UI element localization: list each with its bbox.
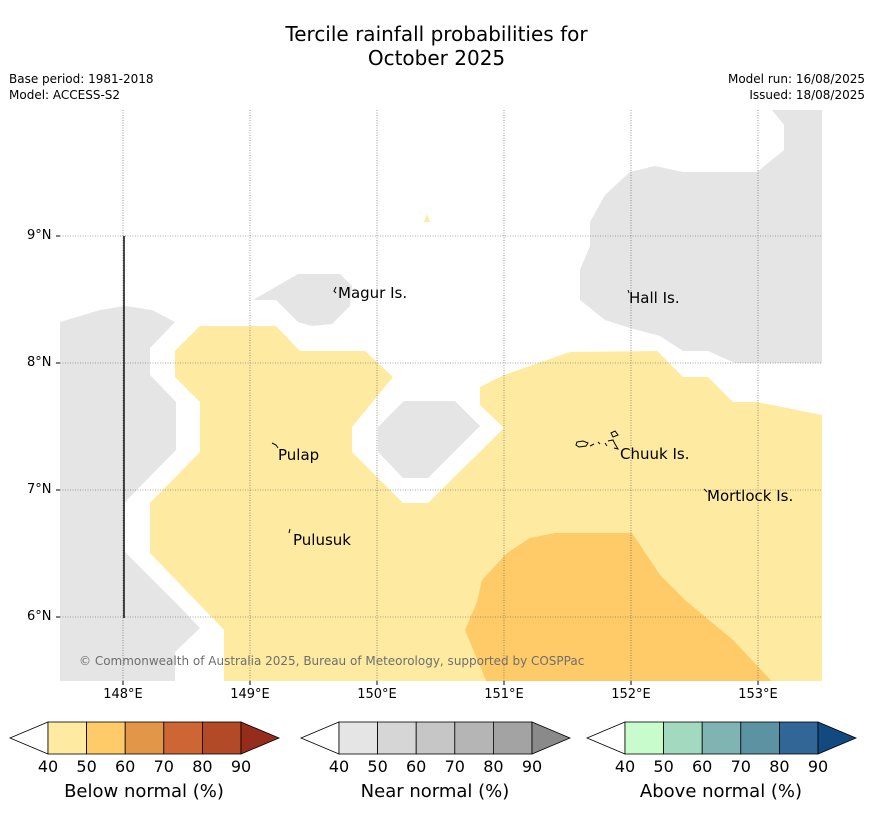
place-label-hall: Hall Is. [629, 289, 680, 307]
colorbar-near-min-arrow [299, 721, 340, 755]
probability-map [60, 110, 822, 681]
place-label-chuuk: Chuuk Is. [620, 445, 690, 463]
below-normal-small-patch [424, 214, 430, 222]
colorbar-below-segment-5 [201, 721, 242, 755]
model-run: Model run: 16/08/2025 [727, 72, 865, 86]
colorbar-above-tick-label: 80 [769, 757, 790, 776]
colorbar-above-tick-label: 90 [807, 757, 829, 776]
colorbar-above-segment-1 [624, 721, 664, 755]
model-name: Model: ACCESS-S2 [9, 88, 121, 102]
issued-date: Issued: 18/08/2025 [749, 88, 865, 102]
colorbar-above-max-arrow [817, 721, 858, 755]
near-normal-region-west [60, 306, 200, 681]
colorbar-title-below: Below normal (%) [64, 781, 224, 802]
colorbar-below-tick-label: 90 [230, 757, 252, 776]
colorbar-below-tick-label: 80 [192, 757, 213, 776]
island-pulusuk [288, 528, 291, 534]
colorbar-below-segment-1 [47, 721, 87, 755]
colorbar-near-segment-4 [454, 721, 494, 755]
colorbar-above-min-arrow [585, 721, 626, 755]
island-mortlock [703, 488, 708, 493]
colorbar-above-segment-3 [701, 721, 742, 755]
colorbar-near-segment-5 [492, 721, 533, 755]
lon-label-150e: 150°E [357, 687, 397, 702]
colorbar-near-tick-label: 50 [367, 757, 388, 776]
colorbar-above-tick-label: 50 [653, 757, 674, 776]
island-outlines [271, 286, 708, 534]
colorbar-above-tick-label: 60 [692, 757, 713, 776]
lon-label-149e: 149°E [230, 687, 270, 702]
meta-left: Base period: 1981-2018 Model: ACCESS-S2 [9, 71, 154, 103]
colorbar-above-segment-2 [663, 721, 703, 755]
colorbar-below-min-arrow [8, 721, 49, 755]
colorbar-above-tick-label: 40 [614, 757, 636, 776]
lat-label-6n: 6°N [27, 609, 52, 624]
place-label-pulusuk: Pulusuk [293, 531, 351, 549]
colorbar-near-tick-label: 40 [328, 757, 350, 776]
island-magur [333, 286, 337, 294]
colorbar-near-segment-2 [377, 721, 417, 755]
place-label-mortlock: Mortlock Is. [707, 487, 794, 505]
colorbar-below-max-arrow [240, 721, 281, 755]
colorbar-near-max-arrow [531, 721, 572, 755]
base-period: Base period: 1981-2018 [9, 72, 154, 86]
colorbar-below-segment-2 [86, 721, 126, 755]
below-normal-50-60-region [465, 533, 772, 681]
colorbar-near-tick-label: 60 [406, 757, 427, 776]
island-hall [627, 289, 630, 294]
colorbar-above-segment-4 [740, 721, 780, 755]
lon-label-153e: 153°E [738, 687, 778, 702]
title-line-2: October 2025 [367, 46, 506, 70]
colorbar-title-above: Above normal (%) [639, 781, 803, 802]
meta-right: Model run: 16/08/2025 Issued: 18/08/2025 [728, 71, 865, 103]
colorbar-below-tick-label: 50 [76, 757, 97, 776]
colorbar-above-segment-5 [779, 721, 819, 755]
colorbar-below-tick-label: 60 [115, 757, 136, 776]
gridlines [60, 110, 822, 681]
colorbar-below-segment-4 [163, 721, 203, 755]
place-label-magur: Magur Is. [338, 284, 408, 302]
colorbar-near-tick-label: 70 [444, 757, 465, 776]
map-title: Tercile rainfall probabilities for Octob… [0, 22, 873, 70]
lat-label-8n: 8°N [27, 355, 52, 370]
lat-label-7n: 7°N [27, 482, 52, 497]
colorbar-below-tick-label: 40 [37, 757, 59, 776]
colorbar-near-tick-label: 90 [521, 757, 543, 776]
title-line-1: Tercile rainfall probabilities for [285, 22, 588, 46]
island-pulap [271, 442, 279, 449]
colorbar-below-tick-label: 70 [153, 757, 174, 776]
colorbar-near-tick-label: 80 [483, 757, 504, 776]
colorbar-title-near: Near normal (%) [360, 781, 510, 802]
lon-label-152e: 152°E [611, 687, 651, 702]
near-normal-region-northeast [580, 110, 822, 363]
lon-label-151e: 151°E [484, 687, 524, 702]
colorbar-below-segment-3 [124, 721, 165, 755]
lon-label-148e: 148°E [103, 687, 143, 702]
lat-label-9n: 9°N [27, 228, 52, 243]
near-normal-region-central [378, 401, 480, 478]
near-normal-region-magur [253, 274, 352, 326]
colorbar-near-segment-3 [415, 721, 456, 755]
colorbar-above-tick-label: 70 [730, 757, 751, 776]
colorbar-near-segment-1 [338, 721, 378, 755]
copyright-notice: © Commonwealth of Australia 2025, Bureau… [79, 654, 585, 668]
place-label-pulap: Pulap [278, 446, 320, 464]
axis-ticks [56, 235, 759, 685]
island-chuuk [575, 430, 620, 450]
